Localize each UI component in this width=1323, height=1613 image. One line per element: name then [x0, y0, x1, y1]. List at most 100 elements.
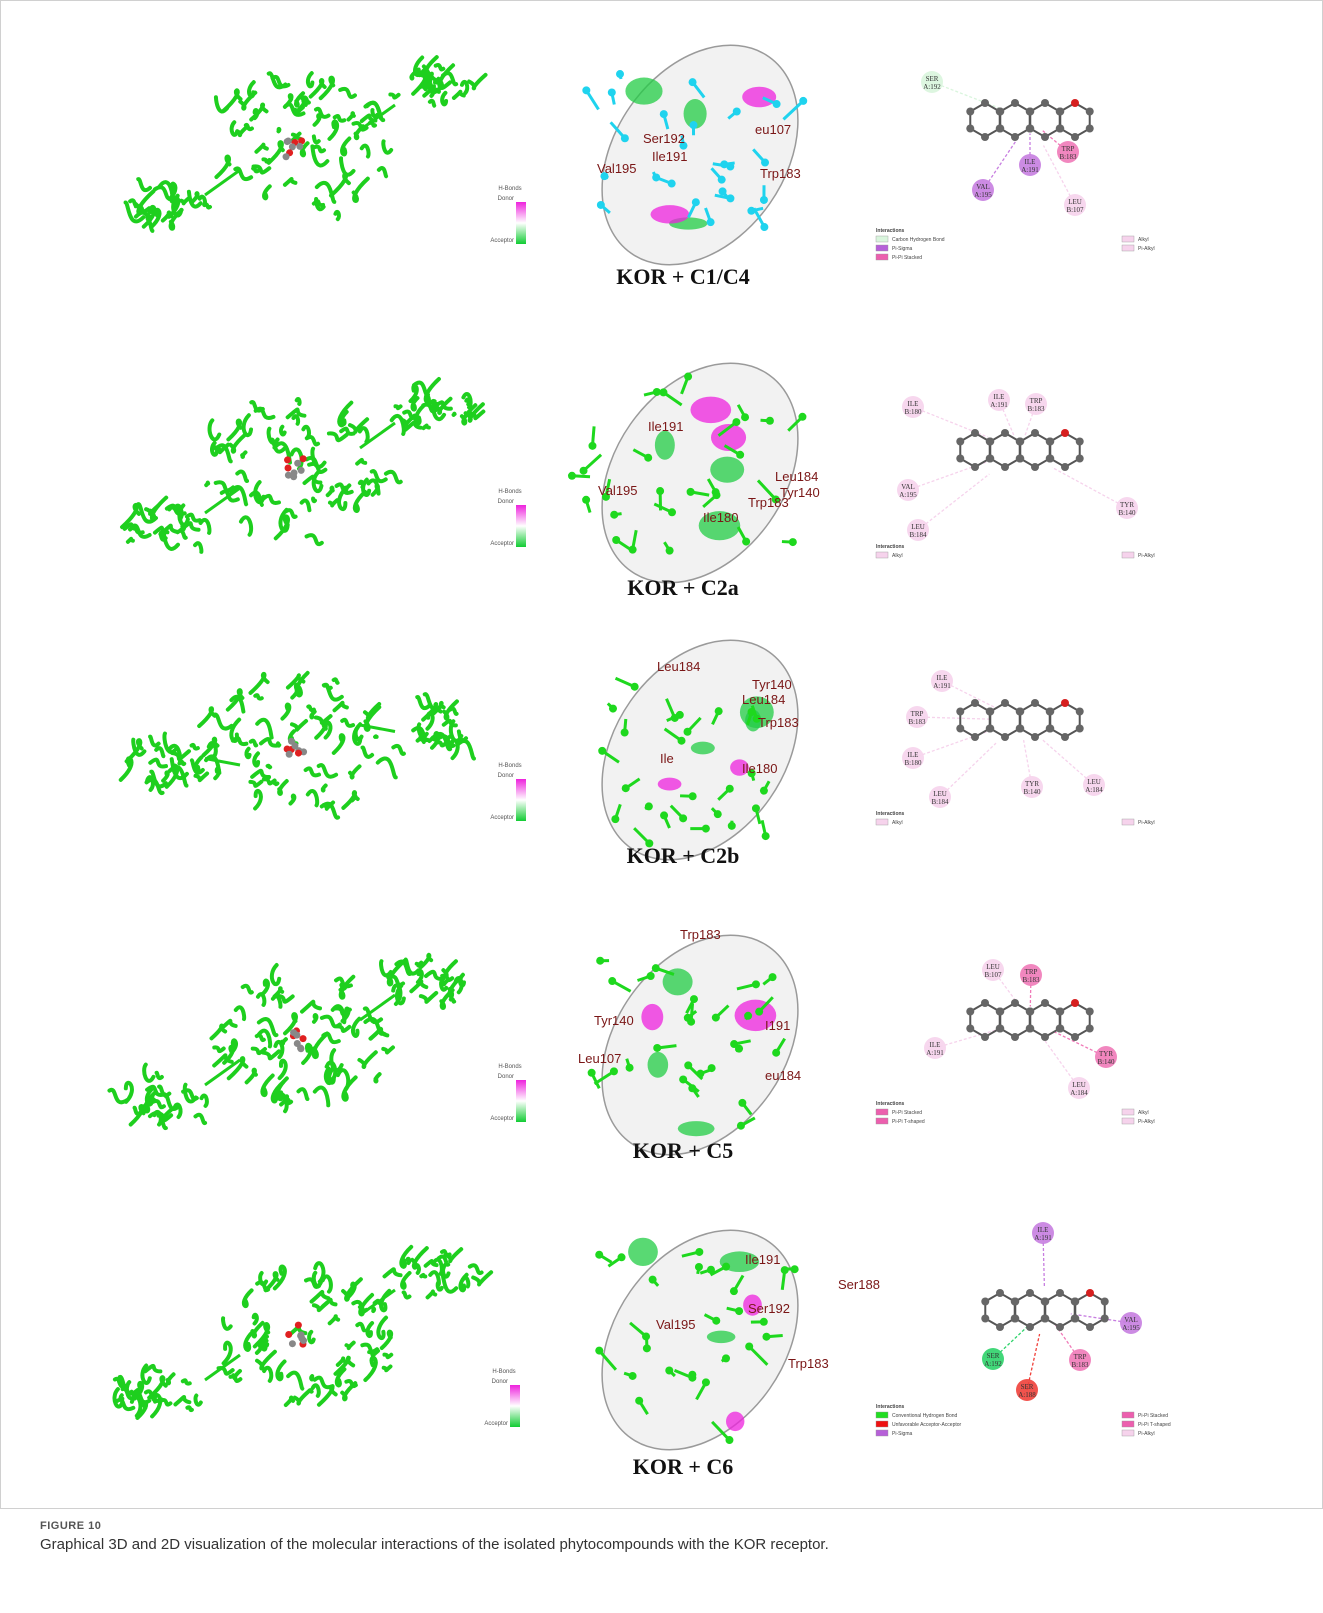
- ribbon: [155, 187, 171, 198]
- surface-patch: [678, 1121, 715, 1136]
- legend-label: Pi-Pi Stacked: [892, 255, 922, 261]
- ring: [1045, 1293, 1074, 1327]
- ribbon: [350, 766, 359, 777]
- atom: [981, 1033, 989, 1041]
- legend-swatch: [876, 1109, 888, 1115]
- residue-label-3d: eu184: [765, 1068, 801, 1083]
- surface-patch: [707, 1331, 736, 1344]
- ribbon: [411, 981, 426, 991]
- atom: [1046, 455, 1054, 463]
- ribbon: [334, 679, 338, 683]
- ribbon: [346, 1343, 353, 1348]
- ring: [990, 703, 1019, 737]
- ribbon: [292, 721, 306, 730]
- residue-code: ILE: [908, 400, 919, 408]
- ribbon: [359, 1052, 375, 1067]
- ball: [668, 508, 676, 516]
- ribbon: [261, 739, 278, 746]
- ribbon: [302, 500, 310, 510]
- ribbon: [375, 1074, 379, 1081]
- atom: [1046, 438, 1054, 446]
- ribbon: [314, 1015, 316, 1022]
- ribbon: [443, 961, 456, 976]
- ball: [762, 1333, 770, 1341]
- residue-code: TRP: [1062, 145, 1075, 153]
- ligand-atom: [297, 1045, 304, 1052]
- ring: [970, 103, 999, 137]
- atom: [1071, 999, 1079, 1007]
- hbond-title: H-Bonds: [498, 763, 521, 769]
- ring: [970, 1003, 999, 1037]
- ball: [722, 1354, 730, 1362]
- ribbon: [192, 193, 198, 202]
- ball: [582, 496, 590, 504]
- ball: [760, 1318, 768, 1326]
- ball: [689, 792, 697, 800]
- ribbon: [315, 1087, 328, 1105]
- atom: [1001, 463, 1009, 471]
- ribbon: [237, 472, 247, 481]
- ribbon: [393, 746, 404, 754]
- atom: [1026, 1025, 1034, 1033]
- ribbon: [417, 963, 422, 966]
- ribbon: [308, 706, 314, 710]
- ribbon: [121, 758, 132, 780]
- residue-id: A:191: [926, 1049, 944, 1057]
- ligand-atom: [293, 1032, 300, 1039]
- ribbon: [242, 452, 245, 457]
- atom: [1041, 1298, 1049, 1306]
- legend-label: Pi-Alkyl: [1138, 820, 1155, 826]
- atom: [1056, 1008, 1064, 1016]
- ribbon: [470, 1265, 482, 1273]
- legend-swatch: [876, 245, 888, 251]
- ball: [712, 1317, 720, 1325]
- legend-title: Interactions: [876, 228, 905, 234]
- hbond-legend: H-BondsDonorAcceptor: [490, 489, 526, 547]
- figure-label: FIGURE 10: [40, 1520, 101, 1532]
- ribbon: [315, 147, 324, 152]
- ball: [726, 785, 734, 793]
- ribbon: [262, 1076, 272, 1096]
- residue-code: LEU: [986, 963, 1000, 971]
- ribbon: [201, 520, 210, 533]
- residue-id: A:191: [1021, 166, 1039, 174]
- hbond-title: H-Bonds: [492, 1369, 515, 1375]
- atom: [971, 429, 979, 437]
- ball: [707, 1266, 715, 1274]
- ribbon: [331, 174, 349, 195]
- ball: [712, 1014, 720, 1022]
- residue-id: B:140: [1118, 509, 1136, 517]
- atom: [971, 733, 979, 741]
- ribbon: [383, 1047, 393, 1052]
- atom: [986, 438, 994, 446]
- hbond-donor: Donor: [498, 196, 514, 202]
- atom: [1056, 1323, 1064, 1331]
- ball: [741, 413, 749, 421]
- binding-pocket: Ile191Ser188Ser192Val195Trp183: [562, 1193, 880, 1487]
- ligand-atom: [284, 456, 291, 463]
- ball: [728, 822, 736, 830]
- ribbon: [360, 428, 368, 442]
- ribbon: [263, 1051, 279, 1058]
- ribbon: [157, 1073, 162, 1078]
- ligand-atom: [288, 738, 295, 745]
- atom: [1031, 463, 1039, 471]
- ribbon: [442, 93, 446, 104]
- ribbon: [295, 1391, 309, 1403]
- ball: [684, 1061, 692, 1069]
- legend-swatch: [1122, 1430, 1134, 1436]
- ring: [1000, 1003, 1029, 1037]
- ribbon: [290, 796, 294, 804]
- atom: [1076, 708, 1084, 716]
- ball: [702, 1378, 710, 1386]
- ribbon: [314, 136, 319, 142]
- ribbon: [256, 409, 274, 418]
- residue-label-3d: Val195: [656, 1317, 696, 1332]
- atom: [956, 708, 964, 716]
- ribbon: [330, 500, 337, 505]
- ribbon: [277, 1361, 284, 1379]
- ribbon: [268, 766, 271, 768]
- hbond-acceptor: Acceptor: [490, 1116, 514, 1122]
- atom: [971, 699, 979, 707]
- ribbon: [466, 399, 469, 404]
